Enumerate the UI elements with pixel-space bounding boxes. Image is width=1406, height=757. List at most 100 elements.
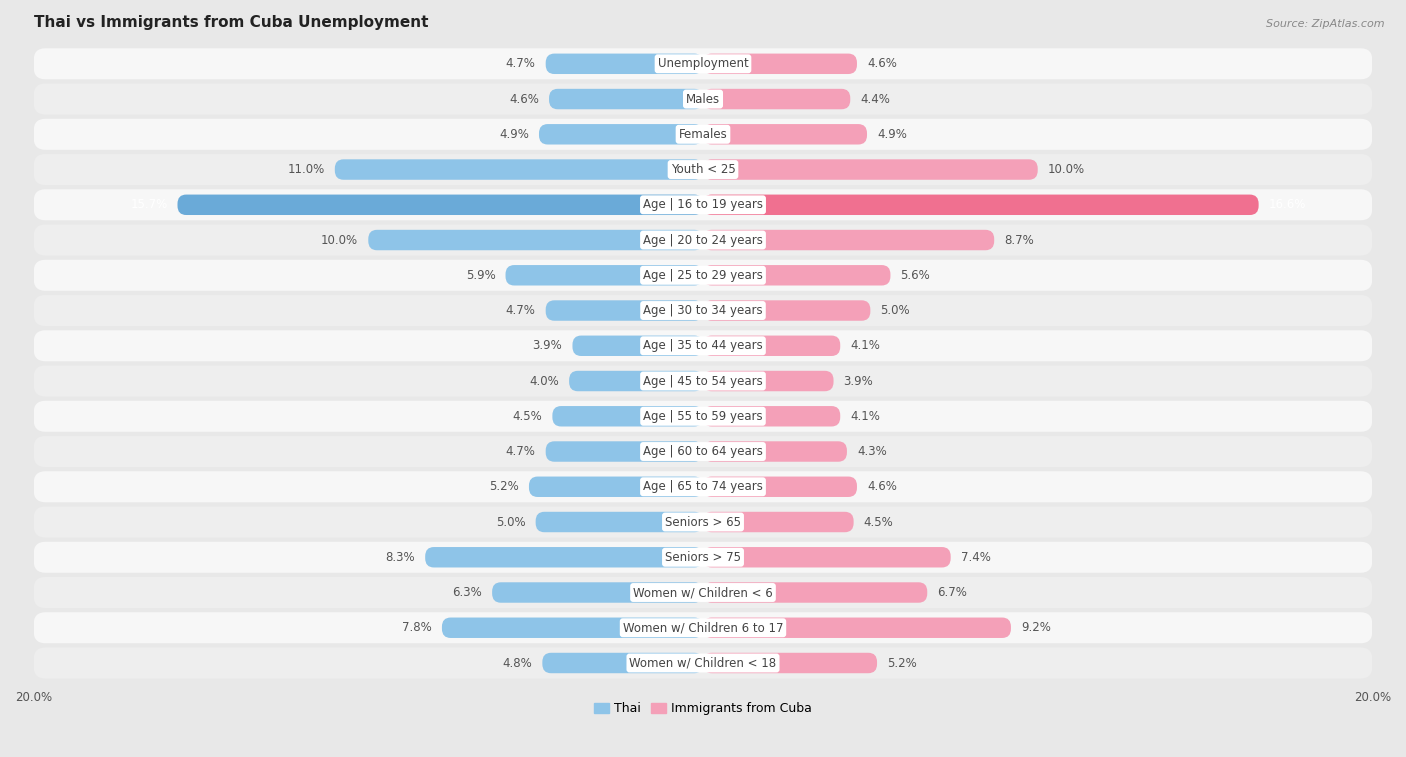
FancyBboxPatch shape [177,195,703,215]
FancyBboxPatch shape [368,230,703,251]
FancyBboxPatch shape [34,295,1372,326]
Text: Women w/ Children < 6: Women w/ Children < 6 [633,586,773,599]
FancyBboxPatch shape [703,124,868,145]
Text: Women w/ Children < 18: Women w/ Children < 18 [630,656,776,669]
FancyBboxPatch shape [703,265,890,285]
Text: 4.6%: 4.6% [868,58,897,70]
FancyBboxPatch shape [34,400,1372,431]
Text: Unemployment: Unemployment [658,58,748,70]
FancyBboxPatch shape [335,159,703,179]
FancyBboxPatch shape [492,582,703,603]
Text: 11.0%: 11.0% [287,163,325,176]
Text: 4.5%: 4.5% [513,410,543,422]
FancyBboxPatch shape [536,512,703,532]
Text: Age | 45 to 54 years: Age | 45 to 54 years [643,375,763,388]
Text: 8.3%: 8.3% [385,551,415,564]
FancyBboxPatch shape [703,195,1258,215]
Text: Age | 30 to 34 years: Age | 30 to 34 years [643,304,763,317]
FancyBboxPatch shape [703,477,858,497]
FancyBboxPatch shape [703,335,841,356]
Text: Youth < 25: Youth < 25 [671,163,735,176]
FancyBboxPatch shape [553,406,703,426]
Text: 4.9%: 4.9% [877,128,907,141]
Text: 4.7%: 4.7% [506,58,536,70]
Text: 5.0%: 5.0% [496,516,526,528]
FancyBboxPatch shape [703,582,928,603]
FancyBboxPatch shape [546,54,703,74]
Text: 4.6%: 4.6% [868,480,897,494]
FancyBboxPatch shape [703,406,841,426]
FancyBboxPatch shape [506,265,703,285]
Text: 5.9%: 5.9% [465,269,495,282]
Text: 16.6%: 16.6% [1268,198,1306,211]
FancyBboxPatch shape [34,647,1372,678]
Text: Age | 35 to 44 years: Age | 35 to 44 years [643,339,763,352]
Text: 4.9%: 4.9% [499,128,529,141]
FancyBboxPatch shape [703,653,877,673]
Text: 5.2%: 5.2% [489,480,519,494]
Text: 10.0%: 10.0% [321,234,359,247]
Text: Age | 55 to 59 years: Age | 55 to 59 years [643,410,763,422]
Text: Seniors > 75: Seniors > 75 [665,551,741,564]
Text: 3.9%: 3.9% [844,375,873,388]
FancyBboxPatch shape [34,506,1372,537]
FancyBboxPatch shape [703,547,950,568]
Legend: Thai, Immigrants from Cuba: Thai, Immigrants from Cuba [595,702,811,715]
Text: 4.3%: 4.3% [858,445,887,458]
FancyBboxPatch shape [34,119,1372,150]
FancyBboxPatch shape [703,441,846,462]
Text: 4.1%: 4.1% [851,410,880,422]
FancyBboxPatch shape [34,472,1372,503]
FancyBboxPatch shape [546,441,703,462]
FancyBboxPatch shape [34,330,1372,361]
FancyBboxPatch shape [34,83,1372,114]
Text: 5.2%: 5.2% [887,656,917,669]
Text: 8.7%: 8.7% [1004,234,1033,247]
Text: 9.2%: 9.2% [1021,621,1050,634]
Text: Females: Females [679,128,727,141]
FancyBboxPatch shape [529,477,703,497]
Text: 10.0%: 10.0% [1047,163,1085,176]
FancyBboxPatch shape [34,48,1372,79]
FancyBboxPatch shape [703,618,1011,638]
Text: 4.7%: 4.7% [506,445,536,458]
Text: 4.5%: 4.5% [863,516,893,528]
Text: 6.3%: 6.3% [453,586,482,599]
FancyBboxPatch shape [703,230,994,251]
FancyBboxPatch shape [441,618,703,638]
FancyBboxPatch shape [34,612,1372,643]
FancyBboxPatch shape [34,436,1372,467]
Text: Age | 16 to 19 years: Age | 16 to 19 years [643,198,763,211]
Text: 5.0%: 5.0% [880,304,910,317]
FancyBboxPatch shape [34,154,1372,185]
FancyBboxPatch shape [34,189,1372,220]
Text: 7.8%: 7.8% [402,621,432,634]
FancyBboxPatch shape [34,260,1372,291]
FancyBboxPatch shape [34,542,1372,573]
FancyBboxPatch shape [548,89,703,109]
Text: Seniors > 65: Seniors > 65 [665,516,741,528]
Text: 4.1%: 4.1% [851,339,880,352]
Text: 4.6%: 4.6% [509,92,538,105]
FancyBboxPatch shape [703,371,834,391]
Text: 4.8%: 4.8% [502,656,533,669]
Text: 4.7%: 4.7% [506,304,536,317]
FancyBboxPatch shape [569,371,703,391]
FancyBboxPatch shape [538,124,703,145]
Text: Age | 25 to 29 years: Age | 25 to 29 years [643,269,763,282]
Text: Age | 60 to 64 years: Age | 60 to 64 years [643,445,763,458]
FancyBboxPatch shape [703,54,858,74]
Text: 4.4%: 4.4% [860,92,890,105]
Text: Thai vs Immigrants from Cuba Unemployment: Thai vs Immigrants from Cuba Unemploymen… [34,15,427,30]
FancyBboxPatch shape [546,301,703,321]
FancyBboxPatch shape [543,653,703,673]
Text: 4.0%: 4.0% [529,375,560,388]
FancyBboxPatch shape [572,335,703,356]
FancyBboxPatch shape [703,159,1038,179]
Text: Women w/ Children 6 to 17: Women w/ Children 6 to 17 [623,621,783,634]
FancyBboxPatch shape [34,577,1372,608]
Text: 6.7%: 6.7% [938,586,967,599]
Text: Source: ZipAtlas.com: Source: ZipAtlas.com [1267,19,1385,29]
Text: Age | 20 to 24 years: Age | 20 to 24 years [643,234,763,247]
Text: 7.4%: 7.4% [960,551,991,564]
